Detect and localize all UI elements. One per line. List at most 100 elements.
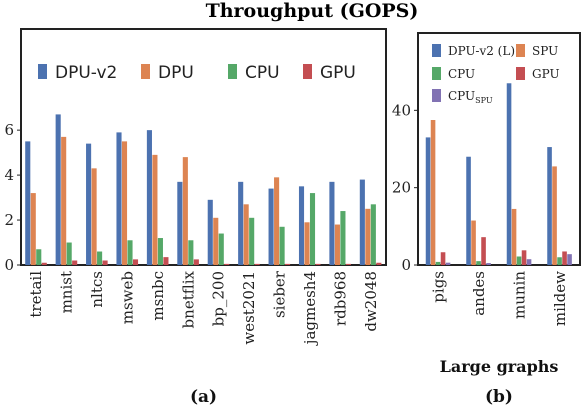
bar [304,222,310,265]
bar [329,181,335,265]
bar [218,233,224,265]
legend-label: DPU [158,63,194,83]
panel-label: (a) [190,387,217,407]
category-label: tretail [27,271,45,318]
legend-swatch [228,64,237,79]
bar [249,217,255,265]
bar [345,263,351,265]
bar [557,257,562,265]
bar [36,249,42,265]
bar [365,208,371,265]
category-label: munin [510,271,528,319]
bar [55,114,61,266]
bar [193,259,199,265]
bar [116,132,122,265]
x-axis-title: Large graphs [440,357,559,376]
plot-frame [20,28,387,266]
bar [61,136,67,265]
y-tick-label: 20 [392,179,411,197]
bar [188,240,194,265]
category-label: west2021 [240,271,258,345]
bar [370,204,376,265]
legend-label: DPU-v2 [55,63,117,83]
y-tick-label: 4 [4,166,14,184]
bar [506,83,512,266]
bar [309,193,316,265]
panel-b: 0 20 40 pigs andes munin mildew (b) Large graphs… [392,32,581,407]
legend-label: CPUSPU [448,89,493,105]
bar [177,181,183,265]
bar [268,188,274,265]
legend-swatch [303,64,312,79]
bar [359,179,365,265]
y-tick-label: 6 [4,121,14,139]
figure-title: Throughput (GOPS) [206,0,419,22]
bar [91,168,97,265]
legend-subscript: SPU [475,96,493,105]
bar [132,259,139,265]
bar [30,193,36,265]
bar [163,257,169,265]
category-label: nltcs [88,271,106,308]
bar [435,261,441,265]
legend-label: DPU-v2 (L) [448,44,515,58]
y-tick-label: 0 [4,256,14,274]
legend-swatch [432,44,441,57]
bar [97,251,103,265]
bar [486,263,491,265]
bar [157,238,163,265]
bar [213,217,219,265]
category-label: bnetflix [179,270,197,328]
bar [315,263,321,265]
category-label: mildew [551,271,569,326]
bar [562,251,567,265]
legend-swatch [432,89,441,102]
bar [66,242,72,265]
y-tick-label: 40 [392,101,411,119]
category-label: mnist [58,271,76,313]
bar [254,263,260,265]
bar [102,260,108,265]
bar [552,166,557,265]
bar [25,141,31,265]
bar [481,237,486,265]
bar [285,263,291,265]
bar [466,156,471,265]
bar [430,120,436,265]
legend-swatch [38,64,47,79]
bar [152,154,158,265]
panel-a: 0 2 4 6 tretail mnist nltcs msweb msnbc bnetflix b… [4,28,387,407]
category-label: bp_200 [210,271,228,326]
category-label: jagmesh4 [301,271,319,346]
category-label: msweb [118,271,136,324]
bar [376,262,382,265]
legend-swatch [516,44,525,57]
bar [182,157,188,265]
bar [445,262,451,265]
bar [516,256,522,265]
legend-label: GPU [532,67,560,81]
category-label: andes [470,271,488,316]
bar [567,254,572,265]
bar [274,177,280,265]
bar [86,143,92,265]
bar [547,147,552,265]
bar [224,263,230,265]
bar [425,137,431,265]
bar [238,181,244,265]
bar [146,130,152,265]
category-label: dw2048 [362,271,380,332]
category-label: rdb968 [331,271,349,326]
bar [511,208,517,265]
y-tick-label: 0 [401,256,411,274]
category-label: sieber [271,270,289,318]
legend-swatch [141,64,150,79]
bar [521,250,527,265]
bar [471,220,476,265]
legend-label: GPU [320,63,356,83]
bar [340,211,346,265]
bar [243,204,249,265]
legend-swatch [432,67,441,80]
y-tick-label: 2 [4,211,14,229]
